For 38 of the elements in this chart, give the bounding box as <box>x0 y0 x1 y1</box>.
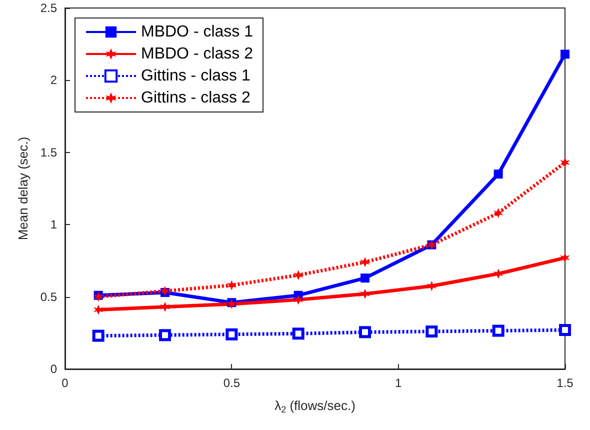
point <box>359 326 371 338</box>
point <box>226 280 237 290</box>
point <box>292 328 304 340</box>
y-tick-label: 1.5 <box>40 145 58 160</box>
point <box>159 329 171 342</box>
x-tick-label: 1 <box>394 376 402 390</box>
x-tick-label: 0 <box>62 376 69 390</box>
point <box>360 288 370 299</box>
point <box>226 328 238 340</box>
point <box>560 50 570 59</box>
point <box>426 325 438 338</box>
x-tick-label: 0.5 <box>223 376 240 390</box>
point <box>492 324 504 337</box>
legend-label: MBDO - class 2 <box>141 46 254 62</box>
legend-label: Gittins - class 1 <box>141 68 250 84</box>
point <box>293 270 304 280</box>
legend-label: MBDO - class 1 <box>141 24 254 40</box>
point <box>360 274 370 283</box>
point <box>160 302 170 312</box>
point <box>293 294 304 305</box>
y-tick-label: 0.5 <box>40 290 58 304</box>
point <box>493 268 504 279</box>
point <box>92 330 104 342</box>
point <box>493 208 504 218</box>
y-axis-title: Mean delay (sec.) <box>15 136 30 240</box>
point <box>559 324 571 336</box>
y-tick-label: 2.5 <box>40 1 58 15</box>
x-tick-label: 1.5 <box>556 376 574 390</box>
point <box>426 280 437 291</box>
y-tick-label: 0 <box>50 362 58 376</box>
legend-label: Gittins - class 2 <box>141 90 250 106</box>
point <box>494 170 503 179</box>
y-tick-label: 1 <box>50 218 58 232</box>
point <box>560 158 570 168</box>
point <box>93 304 104 315</box>
point <box>360 257 370 268</box>
y-tick-label: 2 <box>50 73 58 88</box>
point <box>560 252 570 263</box>
